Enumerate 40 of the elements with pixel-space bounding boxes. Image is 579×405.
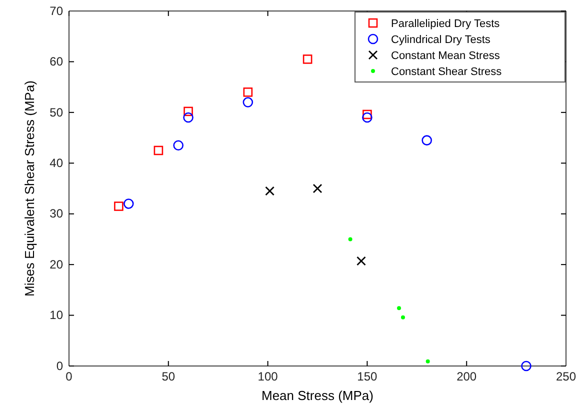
legend-label: Parallelipied Dry Tests bbox=[391, 18, 500, 30]
point bbox=[422, 135, 432, 146]
legend-label: Cylindrical Dry Tests bbox=[391, 34, 491, 46]
point bbox=[114, 202, 124, 211]
x-tick-label: 0 bbox=[66, 370, 73, 384]
point bbox=[123, 198, 134, 209]
point bbox=[184, 106, 193, 116]
x-axis-title: Mean Stress (MPa) bbox=[262, 388, 374, 403]
x-tick-label: 150 bbox=[357, 370, 378, 384]
x-tick-label: 100 bbox=[258, 370, 278, 384]
y-tick-label: 20 bbox=[50, 257, 64, 272]
y-tick-label: 30 bbox=[50, 206, 64, 221]
point bbox=[362, 112, 372, 123]
y-axis-title: Mises Equivalent Shear Stress (MPa) bbox=[22, 80, 37, 297]
point bbox=[265, 186, 274, 196]
x-tick-label: 250 bbox=[556, 370, 576, 384]
point bbox=[426, 359, 430, 364]
point bbox=[521, 360, 532, 372]
point bbox=[242, 97, 254, 108]
point bbox=[312, 184, 322, 194]
y-tick-label: 0 bbox=[56, 358, 64, 373]
point bbox=[173, 140, 184, 151]
y-tick-label: 60 bbox=[50, 54, 64, 69]
point bbox=[302, 54, 312, 64]
legend-label: Constant Shear Stress bbox=[391, 66, 502, 78]
y-tick-label: 10 bbox=[50, 308, 64, 322]
point bbox=[356, 256, 366, 266]
point bbox=[154, 146, 164, 156]
x-tick-label: 50 bbox=[162, 370, 176, 384]
point bbox=[183, 112, 194, 123]
point bbox=[362, 110, 372, 120]
point bbox=[400, 315, 405, 320]
y-tick-label: 70 bbox=[50, 4, 64, 18]
x-tick-label: 200 bbox=[456, 370, 477, 384]
point bbox=[348, 237, 352, 242]
legend-label: Constant Mean Stress bbox=[391, 50, 500, 62]
y-tick-label: 50 bbox=[50, 105, 64, 120]
point bbox=[397, 306, 402, 310]
point bbox=[243, 87, 253, 97]
y-tick-label: 40 bbox=[50, 156, 64, 170]
